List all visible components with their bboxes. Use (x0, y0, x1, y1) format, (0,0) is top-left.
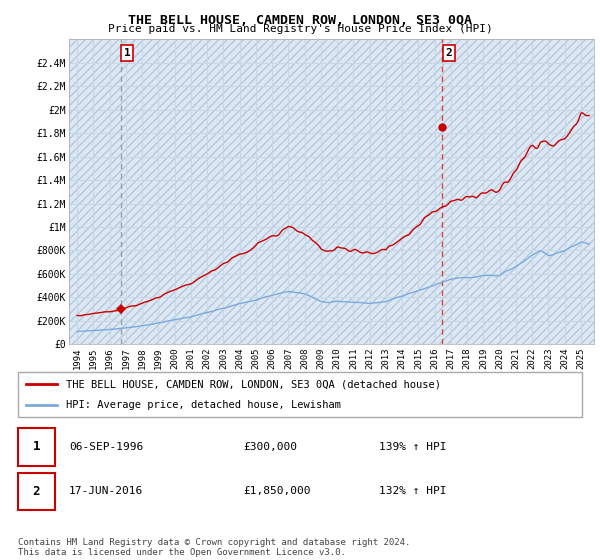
Text: 132% ↑ HPI: 132% ↑ HPI (379, 487, 446, 496)
Text: THE BELL HOUSE, CAMDEN ROW, LONDON, SE3 0QA: THE BELL HOUSE, CAMDEN ROW, LONDON, SE3 … (128, 14, 472, 27)
Text: £1,850,000: £1,850,000 (244, 487, 311, 496)
Text: 139% ↑ HPI: 139% ↑ HPI (379, 442, 446, 451)
Text: THE BELL HOUSE, CAMDEN ROW, LONDON, SE3 0QA (detached house): THE BELL HOUSE, CAMDEN ROW, LONDON, SE3 … (66, 380, 441, 390)
Text: 06-SEP-1996: 06-SEP-1996 (69, 442, 143, 451)
Bar (18, 473, 55, 510)
Text: Contains HM Land Registry data © Crown copyright and database right 2024.
This d: Contains HM Land Registry data © Crown c… (18, 538, 410, 557)
Text: 17-JUN-2016: 17-JUN-2016 (69, 487, 143, 496)
Bar (18, 428, 55, 465)
Text: Price paid vs. HM Land Registry's House Price Index (HPI): Price paid vs. HM Land Registry's House … (107, 24, 493, 34)
Text: HPI: Average price, detached house, Lewisham: HPI: Average price, detached house, Lewi… (66, 400, 341, 410)
Text: 2: 2 (445, 48, 452, 58)
Text: 1: 1 (124, 48, 130, 58)
Text: 2: 2 (32, 485, 40, 498)
Text: 1: 1 (32, 440, 40, 453)
Text: £300,000: £300,000 (244, 442, 298, 451)
